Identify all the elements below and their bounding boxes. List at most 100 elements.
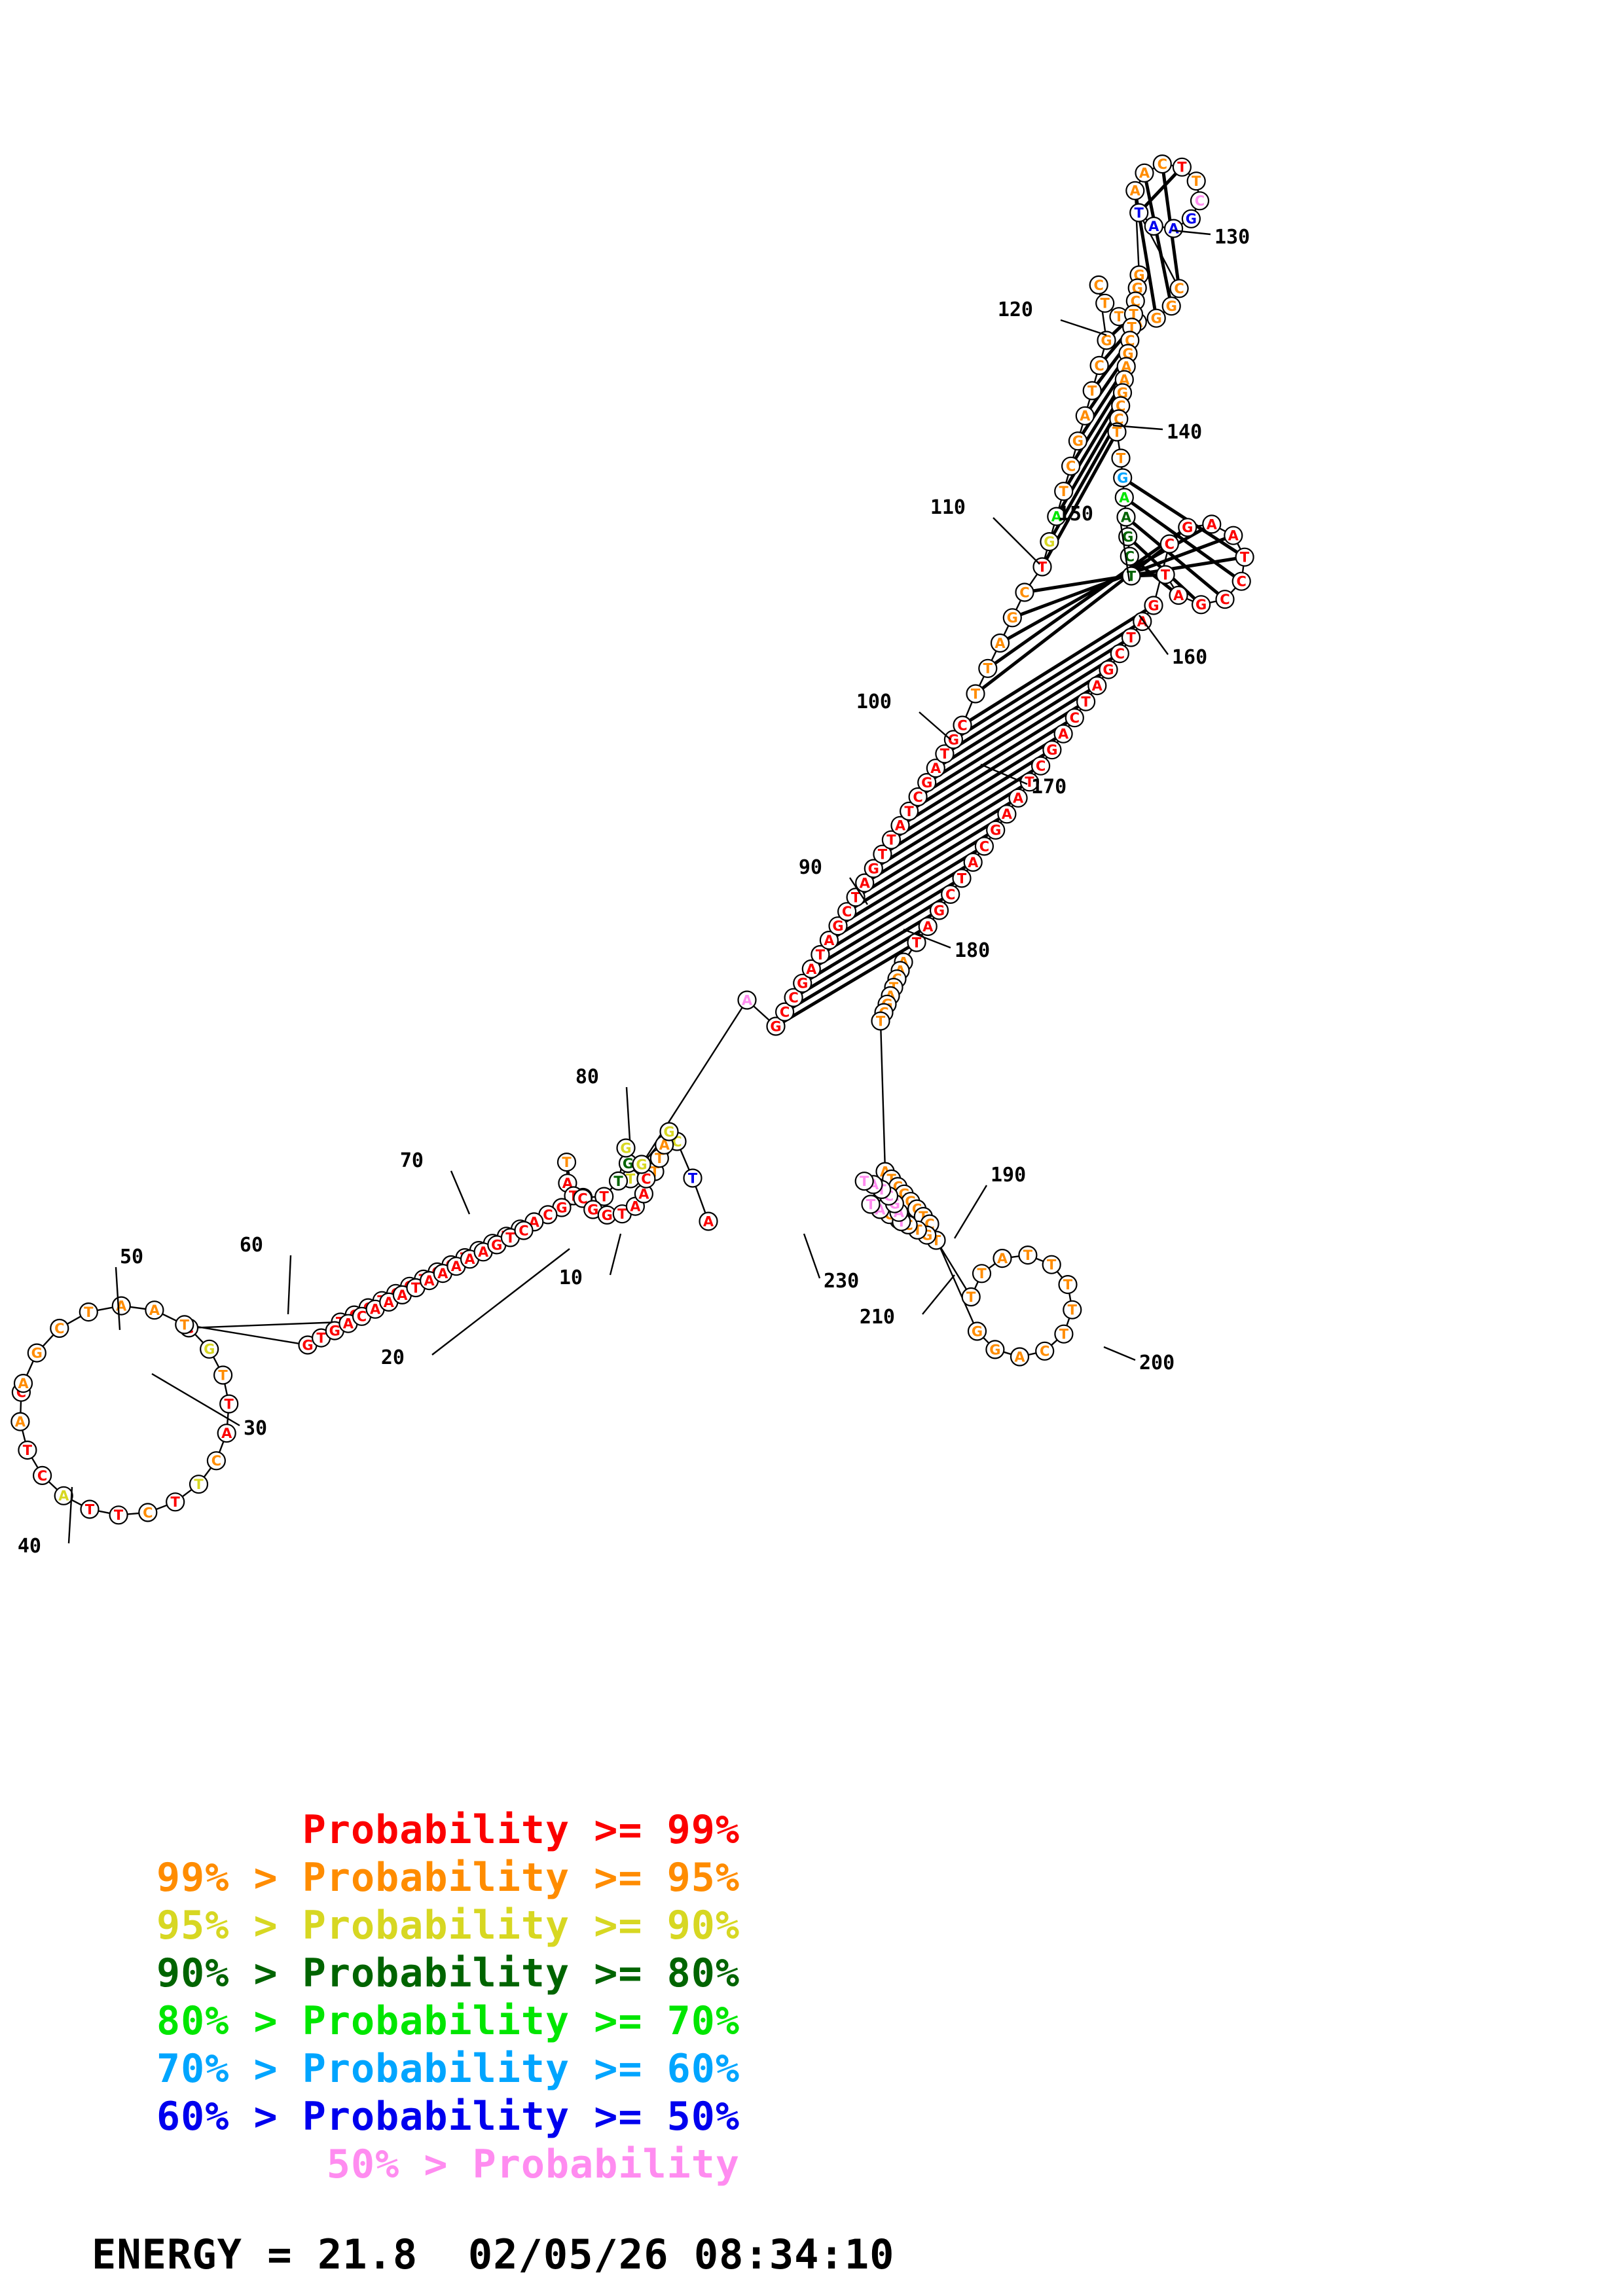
svg-text:C: C: [1165, 536, 1175, 552]
svg-text:A: A: [343, 1316, 354, 1332]
svg-text:C: C: [780, 1005, 790, 1020]
position-label: 40: [18, 1486, 73, 1558]
base-node: G: [200, 1339, 219, 1359]
svg-text:T: T: [1192, 173, 1201, 189]
base-node: A: [10, 1412, 30, 1431]
diagram-background: [0, 0, 1623, 1676]
svg-text:G: G: [1117, 470, 1128, 486]
base-node: C: [1030, 756, 1051, 776]
svg-text:T: T: [912, 935, 922, 950]
base-node: T: [1122, 566, 1141, 586]
svg-text:C: C: [1174, 281, 1184, 296]
base-node: A: [737, 990, 757, 1010]
base-node: A: [963, 852, 983, 872]
svg-text:C: C: [945, 887, 955, 903]
svg-text:A: A: [464, 1251, 475, 1267]
svg-text:C: C: [788, 990, 798, 1006]
base-node: C: [1035, 1341, 1055, 1361]
svg-text:T: T: [23, 1443, 33, 1458]
base-node: T: [1186, 171, 1206, 191]
base-node: A: [1125, 181, 1145, 200]
svg-text:T: T: [180, 1317, 190, 1333]
base-node: G: [793, 973, 812, 993]
base-node: T: [556, 1152, 577, 1172]
svg-text:A: A: [968, 855, 979, 870]
svg-text:T: T: [225, 1396, 234, 1412]
base-node: A: [1010, 1347, 1030, 1367]
base-node: C: [941, 884, 960, 905]
base-node: A: [1114, 488, 1134, 507]
svg-text:A: A: [1119, 490, 1130, 505]
svg-text:C: C: [54, 1321, 64, 1336]
svg-text:G: G: [329, 1323, 340, 1339]
base-node: C: [1231, 571, 1251, 591]
base-node: A: [1047, 507, 1067, 526]
svg-text:T: T: [1059, 1327, 1069, 1342]
base-node: G: [1040, 531, 1059, 552]
base-node: C: [1015, 583, 1034, 602]
svg-text:G: G: [31, 1346, 43, 1361]
svg-text:G: G: [1072, 433, 1084, 449]
svg-text:T: T: [878, 847, 888, 863]
position-label: 120: [998, 298, 1107, 336]
svg-text:T: T: [218, 1367, 228, 1383]
svg-text:110: 110: [930, 496, 966, 519]
position-label: 170: [980, 763, 1067, 798]
svg-text:G: G: [1103, 662, 1114, 678]
svg-text:G: G: [797, 976, 808, 992]
base-node: A: [1087, 675, 1107, 696]
position-label: 100: [856, 691, 951, 740]
base-node: A: [13, 1374, 33, 1393]
base-node: C: [1190, 191, 1210, 211]
base-node: T: [1054, 1324, 1074, 1344]
rna-structure-diagram: ATCTTAGTGGTTGATTGCACTCCTGGTGCTCCTCGTTACT…: [0, 0, 1623, 1676]
svg-text:A: A: [1121, 509, 1132, 525]
svg-text:A: A: [1148, 219, 1159, 234]
svg-text:A: A: [703, 1213, 714, 1229]
base-node: G: [864, 859, 883, 878]
base-node: T: [1076, 692, 1096, 711]
svg-text:T: T: [971, 686, 981, 702]
svg-text:70: 70: [400, 1149, 424, 1172]
svg-text:T: T: [626, 1171, 636, 1187]
svg-text:G: G: [868, 861, 879, 876]
svg-text:T: T: [1025, 774, 1034, 790]
base-node: G: [985, 1340, 1005, 1359]
svg-text:T: T: [1063, 1277, 1073, 1293]
base-node: C: [514, 1221, 534, 1240]
svg-text:A: A: [1137, 614, 1148, 630]
base-node: T: [972, 1264, 992, 1283]
base-node: T: [952, 869, 972, 888]
svg-text:20: 20: [381, 1346, 405, 1369]
svg-text:A: A: [1013, 791, 1024, 806]
svg-text:T: T: [957, 870, 967, 886]
position-label: 80: [575, 1066, 631, 1141]
base-node: T: [854, 1172, 874, 1191]
svg-text:C: C: [1158, 156, 1167, 172]
base-node: T: [79, 1302, 98, 1322]
base-node: C: [974, 836, 994, 856]
base-node: C: [1061, 456, 1081, 476]
svg-text:C: C: [1040, 1344, 1049, 1359]
base-node: G: [583, 1200, 603, 1219]
base-node: T: [978, 658, 998, 678]
svg-text:C: C: [957, 717, 967, 733]
base-node: A: [145, 1300, 164, 1320]
base-node: T: [1054, 482, 1074, 501]
base-node: T: [1019, 772, 1040, 792]
legend-row: 50% > Probability: [326, 2142, 740, 2187]
svg-text:G: G: [770, 1018, 781, 1034]
svg-text:A: A: [742, 992, 753, 1008]
base-node: T: [961, 1287, 981, 1307]
svg-text:A: A: [437, 1266, 448, 1282]
svg-text:A: A: [895, 818, 906, 834]
base-node: G: [1144, 596, 1163, 615]
base-node: T: [189, 1475, 209, 1494]
svg-text:T: T: [1047, 1257, 1057, 1273]
svg-text:G: G: [934, 903, 945, 918]
base-node: C: [1169, 279, 1189, 298]
svg-text:T: T: [940, 746, 950, 762]
base-node: G: [766, 1016, 786, 1036]
base-node: C: [32, 1465, 52, 1485]
svg-text:130: 130: [1214, 226, 1250, 249]
